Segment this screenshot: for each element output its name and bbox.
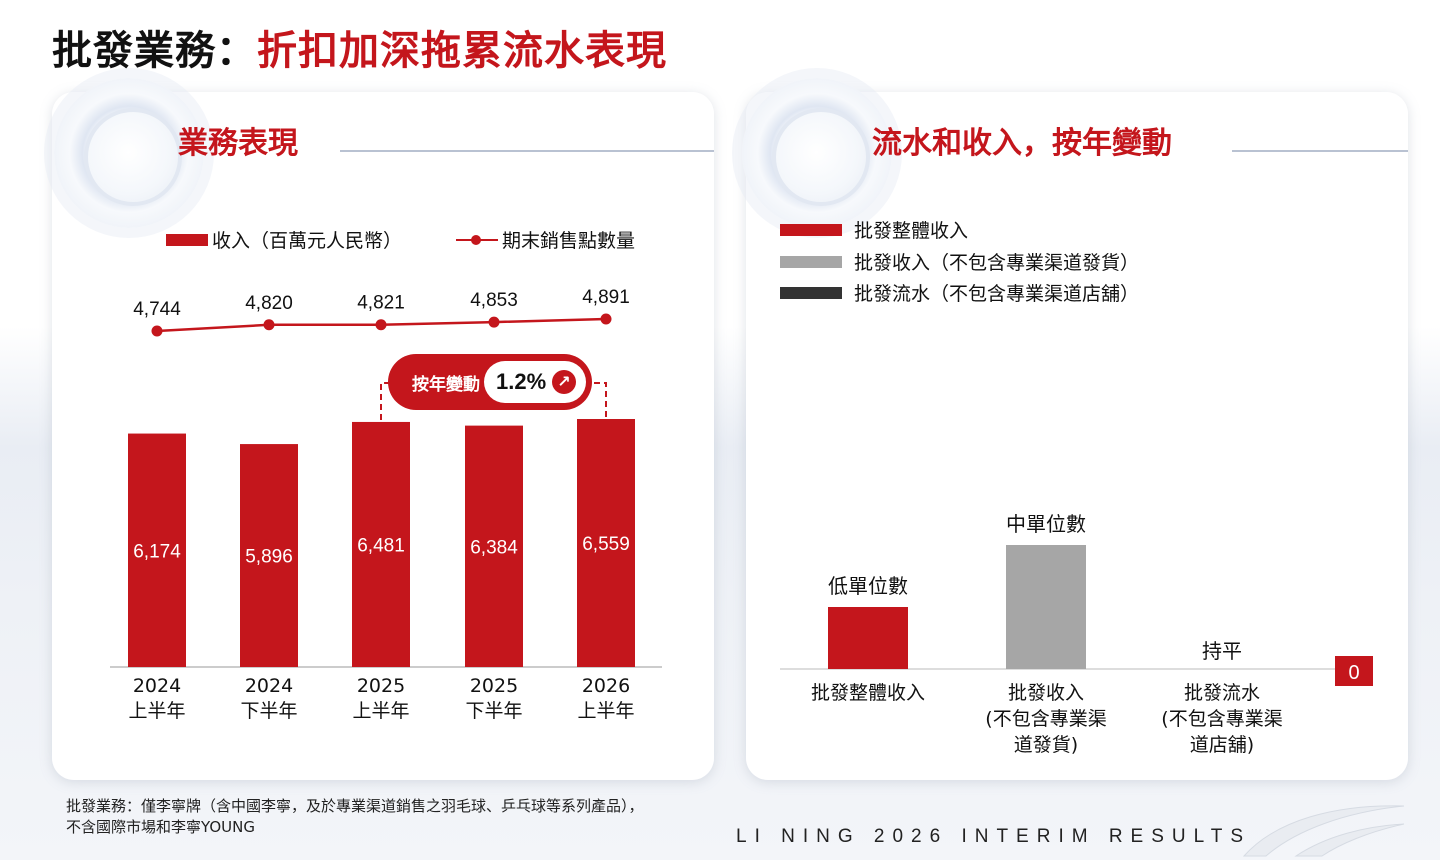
yoy-connector bbox=[590, 382, 607, 417]
revenue-bar bbox=[240, 444, 298, 667]
section-divider bbox=[1232, 150, 1408, 152]
legend-wholesale-sellthrough: 批發流水（不包含專業渠道店舖） bbox=[780, 279, 1139, 306]
zero-value-box bbox=[1335, 656, 1373, 686]
zero-value-label: 0 bbox=[1348, 662, 1359, 684]
yoy-change-title: 流水和收入，按年變動 bbox=[872, 126, 1172, 161]
change-bar-label: 低單位數 bbox=[828, 575, 908, 598]
revenue-bar bbox=[465, 425, 523, 667]
revenue-bar bbox=[352, 421, 410, 667]
legend-wholesale-revenue: 批發收入（不包含專業渠道發貨） bbox=[780, 248, 1139, 275]
yoy-change-value: 1.2% bbox=[496, 369, 547, 394]
line-marker-swatch-icon bbox=[456, 234, 498, 246]
legend-wholesale-total: 批發整體收入 bbox=[780, 216, 968, 243]
change-bar bbox=[1006, 545, 1086, 669]
bar-swatch-icon bbox=[166, 233, 208, 246]
legend-revenue: 收入（百萬元人民幣） bbox=[166, 226, 402, 253]
category-label: 批發流水 (不包含專業渠 道店舖) bbox=[1161, 682, 1283, 756]
yoy-change-value-box: 1.2% ↗ bbox=[484, 361, 586, 403]
revenue-bar-label: 6,559 bbox=[582, 534, 630, 555]
pos-count-point bbox=[375, 319, 387, 331]
pos-count-label: 4,744 bbox=[133, 299, 181, 320]
category-label: 2024 下半年 bbox=[240, 675, 298, 722]
legend-wholesale-sellthrough-label: 批發流水（不包含專業渠道店舖） bbox=[854, 283, 1140, 305]
yoy-change-label: 按年變動 bbox=[412, 374, 480, 395]
legend-revenue-label: 收入（百萬元人民幣） bbox=[212, 230, 403, 252]
footnote-line-1: 批發業務：僅李寧牌（含中國李寧，及於專業渠道銷售之羽毛球、乒乓球等系列產品）， bbox=[66, 797, 644, 815]
page-title-main: 批發業務： bbox=[52, 28, 257, 74]
pos-count-label: 4,821 bbox=[357, 293, 405, 314]
yoy-change-badge: 按年變動 1.2% ↗ bbox=[388, 354, 592, 410]
change-bar-label: 持平 bbox=[1202, 640, 1242, 663]
business-performance-title: 業務表現 bbox=[178, 126, 298, 161]
change-bar-label: 中單位數 bbox=[1006, 513, 1086, 536]
revenue-bar-label: 6,481 bbox=[357, 535, 405, 556]
category-label: 2025 下半年 bbox=[465, 675, 523, 722]
arrow-up-right-icon: ↗ bbox=[552, 370, 576, 394]
legend-pos-count-label: 期末銷售點數量 bbox=[502, 230, 636, 252]
category-label: 2026 上半年 bbox=[577, 675, 635, 722]
pos-count-label: 4,891 bbox=[582, 287, 630, 308]
revenue-bar-label: 6,384 bbox=[470, 537, 518, 558]
pos-count-point bbox=[263, 319, 275, 331]
pos-count-point bbox=[600, 313, 612, 325]
legend-wholesale-revenue-label: 批發收入（不包含專業渠道發貨） bbox=[854, 252, 1140, 274]
category-label: 2025 上半年 bbox=[352, 675, 410, 722]
footnote: 批發業務：僅李寧牌（含中國李寧，及於專業渠道銷售之羽毛球、乒乓球等系列產品）， … bbox=[66, 796, 644, 838]
brand-footer: LI NING 2026 INTERIM RESULTS bbox=[736, 826, 1252, 847]
bar-swatch-icon bbox=[780, 255, 842, 268]
pos-count-point bbox=[488, 316, 500, 328]
category-label: 批發整體收入 bbox=[810, 682, 925, 704]
decorative-orb-icon bbox=[742, 78, 892, 228]
pos-count-label: 4,820 bbox=[245, 293, 293, 314]
legend-pos-count: 期末銷售點數量 bbox=[456, 226, 635, 253]
pos-count-point bbox=[151, 325, 163, 337]
section-divider bbox=[340, 150, 714, 152]
decorative-orb-icon bbox=[54, 78, 204, 228]
category-label: 批發收入 (不包含專業渠 道發貨) bbox=[985, 682, 1107, 756]
revenue-bar-label: 6,174 bbox=[133, 541, 181, 562]
footnote-line-2: 不含國際市場和李寧YOUNG bbox=[66, 818, 255, 836]
bar-swatch-icon bbox=[780, 223, 842, 236]
revenue-bar bbox=[128, 433, 186, 667]
revenue-bar bbox=[577, 419, 635, 667]
legend-wholesale-total-label: 批發整體收入 bbox=[854, 220, 969, 242]
bar-swatch-icon bbox=[780, 286, 842, 299]
revenue-bar-label: 5,896 bbox=[245, 547, 293, 568]
change-bar bbox=[828, 607, 908, 669]
pos-count-label: 4,853 bbox=[470, 290, 518, 311]
page-title: 批發業務：折扣加深拖累流水表現 bbox=[52, 18, 667, 76]
page-title-highlight: 折扣加深拖累流水表現 bbox=[257, 28, 667, 74]
category-label: 2024 上半年 bbox=[128, 675, 186, 722]
li-ning-logo-icon bbox=[1242, 805, 1405, 857]
